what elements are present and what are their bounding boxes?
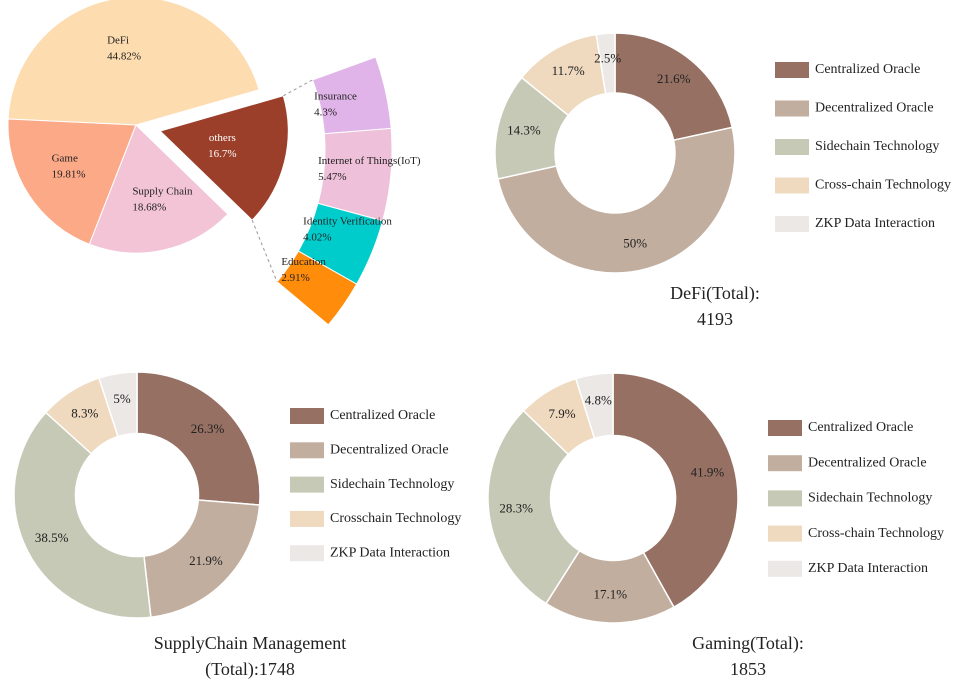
- legend-swatch: [290, 476, 324, 493]
- legend-swatch: [290, 442, 324, 459]
- slice-label: Supply Chain: [132, 186, 193, 198]
- slice-value: 4.8%: [585, 393, 612, 408]
- donut-slice: [487, 409, 581, 605]
- donut-slice: [612, 372, 739, 609]
- legend-swatch: [775, 62, 809, 78]
- chart-title: 4193: [697, 309, 733, 329]
- slice-value: 21.6%: [657, 71, 691, 86]
- legend-label: Decentralized Oracle: [330, 443, 449, 458]
- slice-value: 8.3%: [71, 405, 98, 420]
- slice-value: 14.3%: [507, 123, 541, 138]
- slice-label: Game: [52, 152, 78, 164]
- legend-swatch: [775, 216, 809, 232]
- slice-value: 28.3%: [499, 500, 533, 515]
- chart-title: (Total):1748: [205, 659, 295, 680]
- legend-swatch: [768, 490, 802, 507]
- slice-value: 38.5%: [35, 530, 69, 545]
- connector-line: [251, 219, 278, 282]
- slice-value: 2.5%: [594, 51, 621, 66]
- slice-value: 11.7%: [552, 63, 585, 78]
- legend-swatch: [768, 420, 802, 436]
- slice-value: 19.81%: [52, 168, 86, 180]
- legend-label: Cross-chain Technology: [808, 526, 944, 541]
- slice-value: 17.1%: [593, 586, 627, 601]
- legend-swatch: [775, 139, 809, 155]
- legend-label: Crosschain Technology: [330, 511, 461, 526]
- segment-value: 5.47%: [318, 171, 346, 183]
- legend-label: Centralized Oracle: [815, 62, 920, 77]
- pie-slice: [88, 124, 229, 254]
- donut-slice: [136, 371, 261, 506]
- pie-slice: [159, 95, 289, 221]
- legend-label: Centralized Oracle: [808, 420, 913, 435]
- slice-value: 26.3%: [191, 421, 225, 436]
- segment-value: 4.3%: [314, 107, 337, 119]
- legend-label: Sidechain Technology: [815, 139, 939, 154]
- slice-value: 41.9%: [691, 464, 725, 479]
- slice-value: 5%: [113, 391, 131, 406]
- chart-title: DeFi(Total):: [670, 283, 760, 304]
- slice-value: 44.82%: [107, 50, 141, 62]
- slice-value: 16.7%: [208, 148, 236, 160]
- legend-swatch: [290, 408, 324, 424]
- legend-swatch: [290, 545, 324, 562]
- legend-label: ZKP Data Interaction: [330, 545, 450, 560]
- legend-label: Sidechain Technology: [808, 491, 932, 506]
- chart-title: SupplyChain Management: [154, 633, 346, 653]
- legend-label: Decentralized Oracle: [815, 101, 934, 116]
- segment-value: 2.91%: [281, 272, 309, 284]
- legend-swatch: [775, 100, 809, 117]
- legend-swatch: [290, 510, 324, 527]
- legend-label: ZKP Data Interaction: [815, 216, 935, 231]
- donut-slice: [595, 32, 616, 95]
- legend-swatch: [768, 455, 802, 472]
- legend-label: Centralized Oracle: [330, 408, 435, 423]
- donut-slice: [574, 372, 614, 440]
- donut-slice: [13, 411, 152, 619]
- pie-slice: [7, 0, 260, 126]
- chart-title: Gaming(Total):: [692, 633, 804, 654]
- segment-label: Identity Verification: [303, 216, 392, 228]
- donut-slice: [496, 126, 736, 274]
- slice-value: 18.68%: [132, 202, 166, 214]
- legend-swatch: [768, 560, 802, 577]
- donut-slice: [143, 499, 261, 619]
- slice-label: others: [209, 132, 236, 144]
- legend-label: Cross-chain Technology: [815, 178, 951, 193]
- segment-value: 4.02%: [303, 232, 331, 244]
- donut-slice: [614, 32, 734, 142]
- segment-label: Education: [281, 256, 326, 268]
- slice-value: 21.9%: [189, 553, 223, 568]
- pie-slice: [7, 118, 137, 245]
- slice-value: 50%: [623, 235, 647, 250]
- legend-label: Decentralized Oracle: [808, 455, 927, 470]
- donut-slice: [98, 371, 138, 438]
- chart-title: 1853: [730, 659, 766, 679]
- segment-label: Insurance: [314, 91, 357, 103]
- slice-value: 7.9%: [549, 406, 576, 421]
- legend-label: Sidechain Technology: [330, 477, 454, 492]
- legend-label: ZKP Data Interaction: [808, 561, 928, 576]
- legend-swatch: [775, 177, 809, 194]
- connector-line: [283, 79, 313, 97]
- segment-label: Internet of Things(IoT): [318, 155, 421, 167]
- legend-swatch: [768, 525, 802, 542]
- slice-label: DeFi: [107, 34, 129, 46]
